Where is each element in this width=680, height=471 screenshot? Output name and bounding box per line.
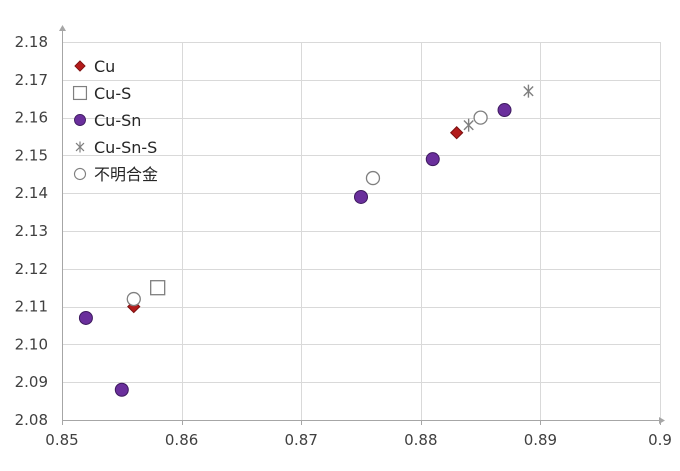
legend-marker-cu-s: [72, 85, 88, 101]
legend-label: Cu: [94, 57, 115, 76]
legend-label: 不明合金: [94, 165, 158, 184]
data-point-cu-sn-s: [523, 84, 534, 98]
legend-item-cu-sn: Cu-Sn: [74, 111, 141, 130]
x-tick-label: 0.87: [284, 431, 317, 449]
legend-item-cu-sn-s: Cu-Sn-S: [75, 138, 157, 157]
legend-item-unknown-alloy: 不明合金: [73, 165, 158, 184]
x-tick-label: 0.88: [404, 431, 437, 449]
data-point-cu-sn-s: [463, 118, 474, 132]
data-point-cu-sn: [425, 152, 440, 167]
data-point-unknown-alloy: [473, 110, 488, 125]
legend-item-cu: Cu: [74, 57, 115, 76]
y-tick-label: 2.13: [15, 222, 48, 240]
legend-label: Cu-Sn-S: [94, 138, 157, 157]
y-tick-label: 2.17: [15, 71, 48, 89]
y-tick-label: 2.09: [15, 373, 48, 391]
x-tick-label: 0.86: [165, 431, 198, 449]
legend-marker-cu: [74, 60, 86, 72]
legend-label: Cu-Sn: [94, 111, 141, 130]
legend-marker-unknown-alloy: [73, 167, 87, 181]
legend-label: Cu-S: [94, 84, 131, 103]
data-point-unknown-alloy: [126, 291, 141, 307]
y-tick-label: 2.14: [15, 184, 48, 202]
legend: Cu Cu-S Cu-Sn Cu-Sn-S 不明合金: [72, 57, 158, 184]
legend-marker-cu-sn-s: [75, 141, 85, 153]
data-point-cu: [449, 126, 464, 140]
axes: [59, 25, 665, 425]
y-axis-arrow: [59, 25, 66, 31]
y-tick-label: 2.11: [15, 298, 48, 316]
y-tick-label: 2.08: [15, 411, 48, 429]
x-axis-arrow: [659, 417, 665, 424]
data-point-cu-s: [150, 280, 166, 296]
x-tick-label: 0.89: [524, 431, 557, 449]
y-tick-label: 2.12: [15, 260, 48, 278]
x-tick-label: 0.85: [45, 431, 78, 449]
data-point-unknown-alloy: [365, 170, 381, 186]
x-tick-label: 0.9: [648, 431, 672, 449]
legend-marker-cu-sn: [74, 114, 86, 126]
y-tick-label: 2.18: [15, 33, 48, 51]
tick-labels: 0.85 0.86 0.87 0.88 0.89 0.9 2.08 2.09 2.10 2.11 2…: [15, 33, 672, 449]
data-points: [78, 84, 534, 397]
y-tick-label: 2.15: [15, 146, 48, 164]
data-point-cu-sn: [354, 189, 368, 204]
y-tick-label: 2.10: [15, 335, 48, 353]
y-tick-label: 2.16: [15, 109, 48, 127]
grid: [62, 42, 661, 420]
data-point-cu-sn: [497, 103, 512, 118]
legend-item-cu-s: Cu-S: [72, 84, 131, 103]
data-point-cu-sn: [114, 382, 129, 397]
data-point-cu-sn: [78, 310, 93, 325]
